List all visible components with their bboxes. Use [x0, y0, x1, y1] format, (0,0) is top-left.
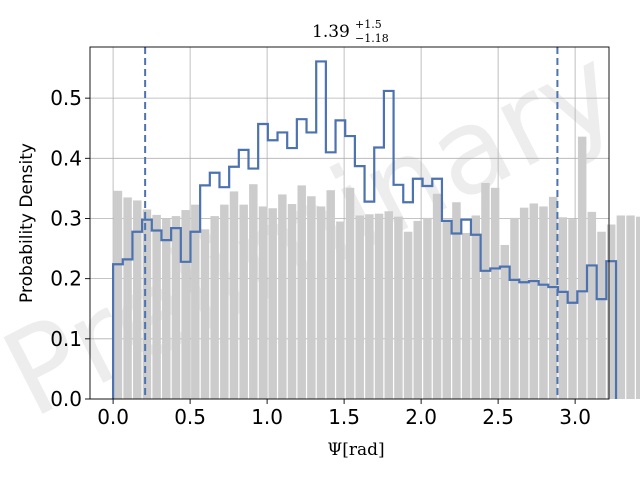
- prior-bar: [394, 216, 403, 399]
- prior-bar: [258, 206, 268, 399]
- y-axis-label: Probability Density: [17, 143, 37, 303]
- prior-bar: [133, 200, 142, 399]
- prior-bar: [606, 224, 616, 399]
- prior-bar: [142, 209, 152, 399]
- prior-bar: [210, 216, 219, 399]
- prior-bar: [539, 206, 548, 399]
- axes-frame: [89, 46, 610, 400]
- posterior-step-line: [112, 60, 618, 399]
- x-tick-label: 0.0: [97, 405, 129, 429]
- prior-bar: [336, 221, 345, 399]
- y-ticks: 0.0 0.1 0.2 0.3 0.4 0.5: [50, 86, 90, 411]
- x-tick-label: 0.5: [174, 405, 206, 429]
- x-tick-label: 1.5: [328, 405, 360, 429]
- prior-bar: [548, 196, 558, 399]
- chart-title: 1.39: [312, 22, 350, 42]
- prior-bar: [403, 231, 413, 399]
- y-tick-label: 0.0: [50, 387, 82, 411]
- title-value: 1.39: [312, 22, 350, 42]
- prior-bar: [558, 217, 568, 399]
- prior-bar: [413, 220, 422, 399]
- prior-bar: [326, 190, 335, 399]
- prior-bar: [442, 220, 452, 399]
- prior-bar: [229, 191, 239, 399]
- prior-bar: [471, 215, 481, 399]
- x-tick-label: 3.0: [559, 405, 591, 429]
- prior-bar: [200, 229, 210, 399]
- prior-bar: [220, 204, 229, 399]
- y-tick-label: 0.4: [50, 146, 82, 170]
- prior-bar: [307, 196, 316, 399]
- prior-bar: [432, 193, 442, 399]
- x-ticks: 0.0 0.5 1.0 1.5 2.0 2.5 3.0: [97, 399, 591, 429]
- prior-bar: [278, 194, 287, 399]
- prior-bar: [384, 211, 393, 399]
- prior-bar: [577, 136, 587, 399]
- prior-bar: [635, 216, 640, 399]
- title-lower: −1.18: [355, 32, 389, 45]
- prior-bar: [355, 215, 364, 399]
- x-axis-label: Ψ[rad]: [327, 440, 384, 460]
- y-tick-label: 0.3: [50, 206, 82, 230]
- prior-bar: [171, 216, 181, 399]
- prior-bar: [123, 197, 132, 399]
- prior-bar: [529, 203, 539, 399]
- prior-bar: [113, 190, 123, 399]
- prior-bar: [181, 210, 190, 399]
- prior-bar: [316, 206, 326, 399]
- prior-histogram: [113, 136, 640, 399]
- y-tick-label: 0.5: [50, 86, 82, 110]
- y-tick-label: 0.1: [50, 327, 82, 351]
- prior-bar: [510, 217, 519, 399]
- posterior-histogram: [112, 60, 618, 399]
- prior-bar: [374, 213, 384, 399]
- prior-bar: [597, 231, 606, 399]
- prior-bar: [568, 219, 577, 399]
- prior-bar: [461, 232, 471, 399]
- prior-bar: [191, 204, 200, 399]
- prior-bar: [249, 184, 258, 399]
- x-tick-label: 2.0: [405, 405, 437, 429]
- prior-bar: [287, 204, 297, 399]
- prior-bar: [587, 211, 597, 399]
- y-tick-label: 0.2: [50, 267, 82, 291]
- prior-bar: [616, 215, 626, 399]
- prior-bar: [152, 214, 161, 399]
- prior-bar: [519, 207, 529, 399]
- prior-bar: [490, 187, 500, 399]
- prior-bar: [162, 218, 171, 399]
- prior-bar: [500, 244, 510, 399]
- title-upper: +1.5: [355, 18, 382, 31]
- prior-bar: [481, 182, 490, 399]
- prior-bar: [268, 208, 277, 399]
- plot-frame: [89, 46, 610, 400]
- prior-bar: [345, 187, 355, 399]
- credible-interval-lines: [144, 47, 559, 399]
- prior-bar: [239, 204, 248, 399]
- prior-bar: [365, 214, 374, 399]
- x-tick-label: 1.0: [251, 405, 283, 429]
- prior-bar: [297, 185, 306, 399]
- prior-bar: [452, 202, 461, 399]
- prior-bar: [626, 215, 635, 399]
- x-tick-label: 2.5: [482, 405, 514, 429]
- prior-bar: [423, 217, 432, 399]
